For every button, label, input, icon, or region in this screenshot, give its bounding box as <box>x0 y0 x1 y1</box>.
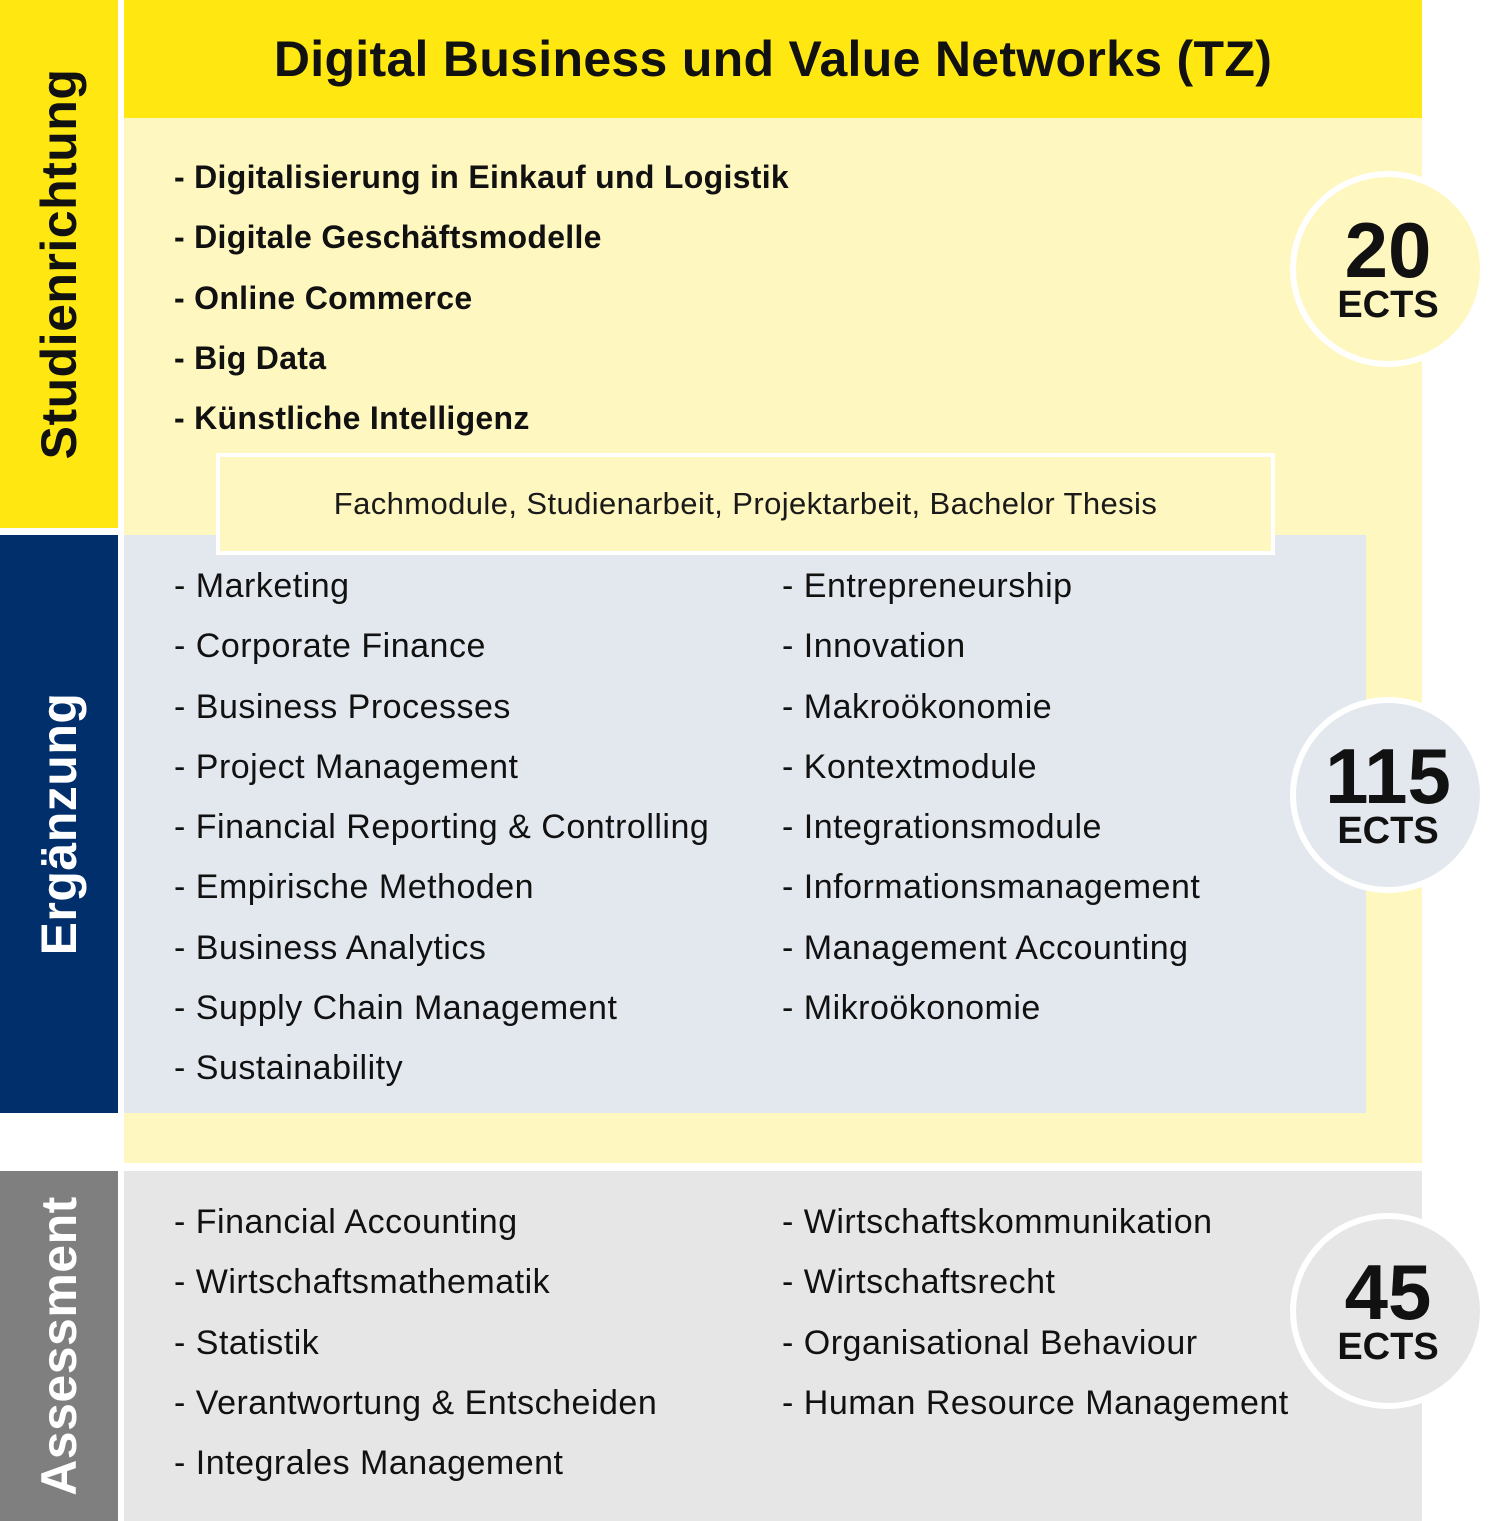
title-bar: Digital Business und Value Networks (TZ) <box>124 0 1422 118</box>
list-item: - Digitalisierung in Einkauf und Logisti… <box>174 159 789 195</box>
ects-badge-ergaenzung: 115 ECTS <box>1290 697 1486 893</box>
list-item: - Makroökonomie <box>782 687 1053 726</box>
ects-unit: ECTS <box>1337 284 1439 326</box>
list-item: - Künstliche Intelligenz <box>174 400 530 437</box>
ergaenzung-list-left: - Marketing - Corporate Finance - Business… <box>174 556 709 1099</box>
list-item: - Financial Accounting <box>174 1203 518 1241</box>
list-item: - Online Commerce <box>174 279 473 316</box>
assessment-panel <box>124 1171 1422 1521</box>
list-item: - Informationsmanagement <box>782 868 1201 907</box>
ects-value: 45 <box>1344 1248 1432 1336</box>
list-item: - Mikroökonomie <box>782 989 1041 1028</box>
list-item: - Digitale Geschäftsmodelle <box>174 219 602 256</box>
list-item: - Financial Reporting & Controlling <box>174 808 710 847</box>
list-item: - Innovation <box>782 627 966 666</box>
assessment-list-left: - Financial Accounting - Wirtschaftsmathe… <box>174 1192 657 1493</box>
list-item: - Empirische Methoden <box>174 868 535 907</box>
list-item: - Wirtschaftsmathematik <box>174 1263 551 1302</box>
list-item: - Integrationsmodule <box>782 808 1102 847</box>
ects-badge-assessment: 45 ECTS <box>1290 1213 1486 1409</box>
side-label-ergaenzung: Ergänzung <box>31 692 87 956</box>
ects-badge-studienrichtung: 20 ECTS <box>1290 171 1486 367</box>
list-item: - Business Processes <box>174 687 511 726</box>
list-item: - Corporate Finance <box>174 627 486 666</box>
list-item: - Business Analytics <box>174 928 487 967</box>
list-item: - Integrales Management <box>174 1444 564 1483</box>
ergaenzung-panel <box>124 535 1366 1113</box>
list-item: - Supply Chain Management <box>174 989 618 1028</box>
list-item: - Organisational Behaviour <box>782 1323 1198 1362</box>
list-item: - Statistik <box>174 1323 320 1362</box>
page-title: Digital Business und Value Networks (TZ) <box>273 31 1273 87</box>
ergaenzung-list-right: - Entrepreneurship - Innovation - Makroöko… <box>782 556 1200 1038</box>
assessment-list-right: - Wirtschaftskommunikation - Wirtschaftsr… <box>782 1192 1289 1433</box>
ects-unit: ECTS <box>1337 810 1439 852</box>
list-item: - Marketing <box>174 567 350 605</box>
fachmodule-label: Fachmodule, Studienarbeit, Projektarbeit… <box>333 486 1158 521</box>
list-item: - Wirtschaftskommunikation <box>782 1203 1213 1241</box>
list-item: - Wirtschaftsrecht <box>782 1263 1056 1302</box>
side-label-studienrichtung: Studienrichtung <box>31 68 87 460</box>
side-label-assessment: Assessment <box>31 1196 87 1496</box>
side-bar-assessment: Assessment <box>0 1171 118 1521</box>
list-item: - Entrepreneurship <box>782 567 1073 605</box>
ects-value: 20 <box>1344 206 1432 294</box>
ects-value: 115 <box>1325 732 1451 820</box>
list-item: - Human Resource Management <box>782 1383 1289 1422</box>
list-item: - Sustainability <box>174 1049 404 1088</box>
fachmodule-box: Fachmodule, Studienarbeit, Projektarbeit… <box>216 453 1275 555</box>
list-item: - Management Accounting <box>782 928 1189 967</box>
ects-unit: ECTS <box>1337 1326 1439 1368</box>
list-item: - Big Data <box>174 339 327 376</box>
side-bar-studienrichtung: Studienrichtung <box>0 0 118 528</box>
list-item: - Verantwortung & Entscheiden <box>174 1383 658 1422</box>
studienrichtung-list: - Digitalisierung in Einkauf und Logisti… <box>174 147 789 448</box>
list-item: - Kontextmodule <box>782 747 1038 786</box>
list-item: - Project Management <box>174 747 519 786</box>
side-bar-ergaenzung: Ergänzung <box>0 535 118 1113</box>
